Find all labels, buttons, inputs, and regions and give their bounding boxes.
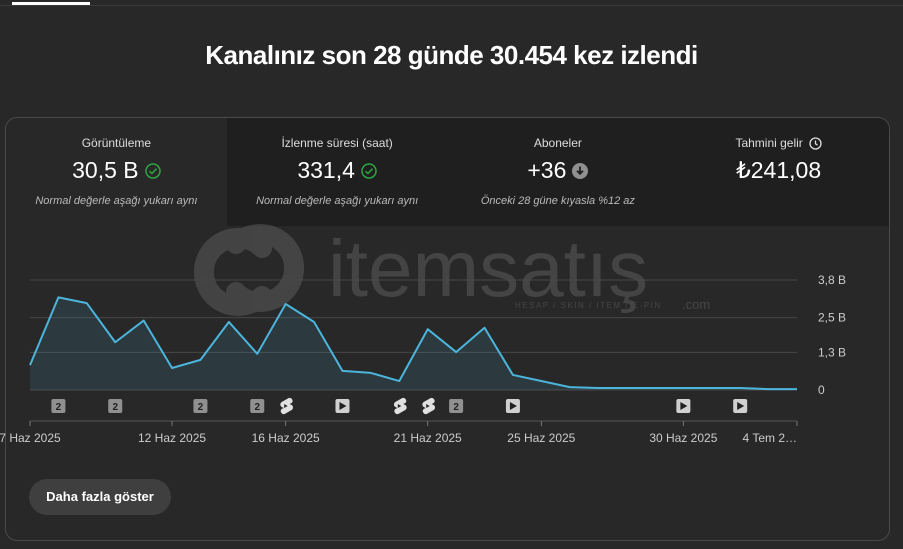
shorts-marker[interactable] [422,397,436,415]
y-tick-label: 2,5 B [818,311,846,325]
event-badge [193,399,208,413]
x-tick-label: 12 Haz 2025 [138,431,206,445]
metric-card[interactable]: Aboneler +36 Önceki 28 güne kıyasla %12 … [447,118,669,226]
metric-card[interactable]: Tahmini gelir ₺241,08 [668,118,889,226]
x-tick-label: 21 Haz 2025 [394,431,462,445]
metric-label: İzlenme süresi (saat) [281,136,393,150]
metric-value: 30,5 B [72,157,139,183]
metric-label: Görüntüleme [81,136,152,150]
check-icon [361,162,377,179]
event-marker[interactable]: 2 [250,399,265,413]
metric-cards: Görüntüleme 30,5 B Normal değerle aşağı … [6,118,889,226]
event-marker[interactable]: 2 [449,399,464,413]
play-glyph [737,402,745,410]
watermark-tagline: HESAP / SKIN / ITEM / E-PIN [515,301,662,310]
event-count: 2 [254,402,260,413]
metric-label: Aboneler [533,136,582,150]
active-tab [12,2,90,5]
line [29,296,797,391]
metric-note: Normal değerle aşağı yukarı aynı [35,195,198,207]
metric-card[interactable]: Görüntüleme 30,5 B Normal değerle aşağı … [6,118,227,226]
x-tick-label: 7 Haz 2025 [0,431,61,445]
video-marker[interactable] [335,399,350,413]
event-count: 2 [112,402,118,413]
analytics-panel: Görüntüleme 30,5 B Normal değerle aşağı … [5,117,890,541]
event-badge [449,399,464,413]
metric-note: Önceki 28 güne kıyasla %12 az [480,195,635,207]
metric-note: Normal değerle aşağı yukarı aynı [256,195,419,207]
shorts-play [397,404,402,408]
play-glyph [509,402,517,410]
x-tick-label: 30 Haz 2025 [649,431,717,445]
title: Kanalınız son 28 günde 30.454 kez izlend… [205,40,698,70]
watermark-suffix: .com [682,297,710,312]
y-tick-label: 3,8 B [818,273,846,287]
watermark-logo [194,224,304,316]
shorts-marker[interactable] [280,397,294,415]
event-badge [51,399,66,413]
area-fill [30,297,797,390]
metric-label-row: Tahmini gelir [668,136,889,150]
y-tick-label: 1,3 B [818,345,846,359]
down-icon [572,162,589,179]
show-more-button[interactable]: Daha fazla göster [29,479,171,515]
shorts-marker[interactable] [393,397,407,415]
watermark: itemsatış HESAP / SKIN / ITEM / E-PIN .c… [194,224,710,316]
metric-card[interactable]: İzlenme süresi (saat) 331,4 Normal değer… [226,118,448,226]
event-badge [108,399,123,413]
clock-icon [809,136,822,150]
y-tick-label: 0 [818,383,825,397]
shorts-play [426,404,430,408]
metric-value-row: 30,5 B [6,157,227,184]
play-glyph [339,402,347,410]
event-badge [250,399,265,413]
event-count: 2 [198,402,204,413]
event-count: 2 [56,402,62,413]
tab-divider [0,5,903,6]
x-tick-label: 25 Haz 2025 [507,431,575,445]
video-marker[interactable] [676,399,691,413]
metric-value: ₺241,08 [736,157,822,183]
check-icon [144,162,161,179]
metric-value-row: +36 [448,157,669,184]
event-count: 2 [453,402,459,413]
video-marker[interactable] [505,399,520,413]
x-tick-label: 4 Tem 2… [743,431,797,445]
metric-label: Tahmini gelir [735,136,803,150]
video-marker[interactable] [733,399,748,413]
shorts-play [284,404,288,408]
event-marker[interactable]: 2 [51,399,66,413]
event-marker[interactable]: 2 [193,399,208,413]
play-glyph [680,402,688,410]
metric-value: +36 [527,157,567,183]
watermark-name: itemsatış [328,224,648,313]
x-tick-label: 16 Haz 2025 [252,431,320,445]
event-marker[interactable]: 2 [108,399,123,413]
metric-value-row: 331,4 [227,157,448,184]
metric-value: 331,4 [297,157,355,183]
